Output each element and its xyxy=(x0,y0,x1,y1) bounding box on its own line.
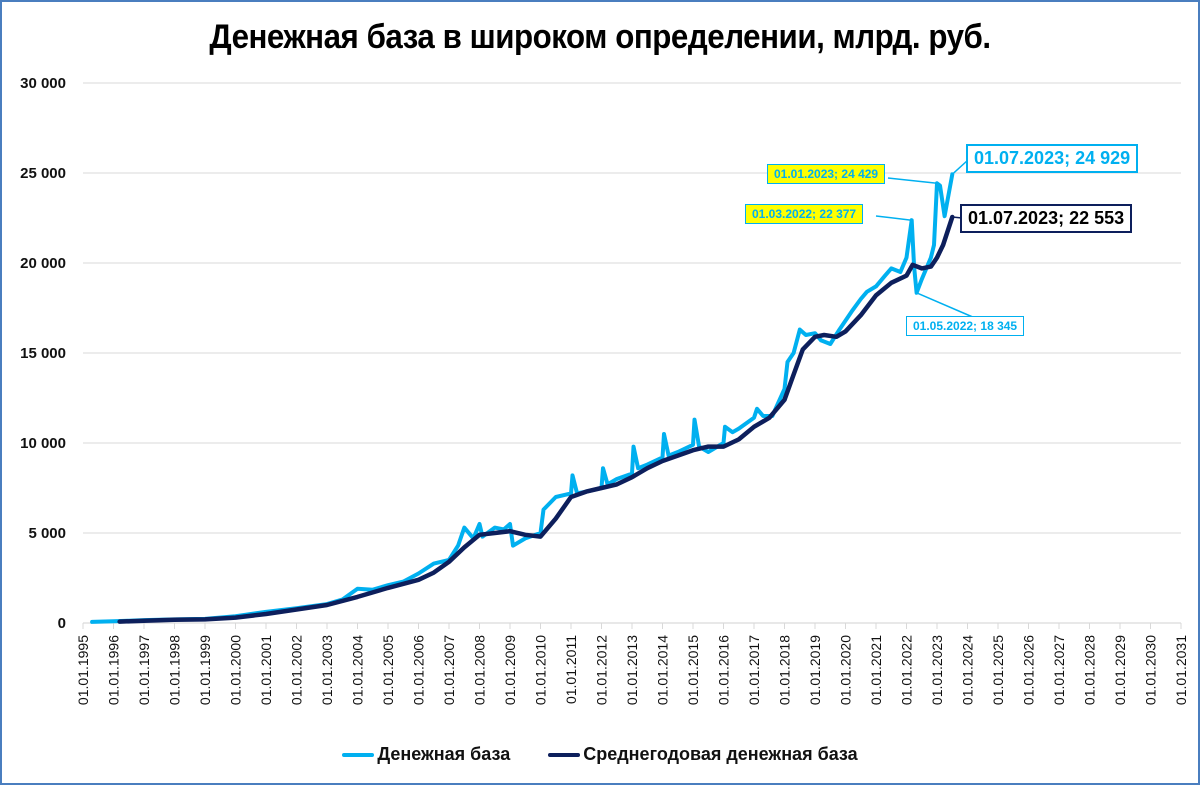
x-tick-label: 01.01.2012 xyxy=(594,635,610,705)
legend-swatch-base xyxy=(342,752,375,757)
x-tick-label: 01.01.1997 xyxy=(136,635,152,705)
x-tick-label: 01.01.2025 xyxy=(990,635,1006,705)
legend-item-base: Денежная база xyxy=(342,744,510,765)
x-tick-label: 01.01.2005 xyxy=(380,635,396,705)
x-tick-label: 01.01.2030 xyxy=(1143,635,1159,705)
x-tick-label: 01.01.2019 xyxy=(807,635,823,705)
x-tick-label: 01.01.2006 xyxy=(411,635,427,705)
y-tick-label: 5 000 xyxy=(28,525,66,542)
y-tick-label: 25 000 xyxy=(20,165,66,182)
x-tick-label: 01.01.2031 xyxy=(1173,635,1189,705)
x-tick-label: 01.01.2017 xyxy=(746,635,762,705)
y-tick-label: 0 xyxy=(58,615,66,632)
callout-leader-line xyxy=(875,215,912,221)
x-tick-label: 01.01.2011 xyxy=(563,635,579,704)
x-tick-label: 01.01.2007 xyxy=(441,635,457,705)
callout-2023-07-avg: 01.07.2023; 22 553 xyxy=(960,204,1133,233)
callout-leader-line xyxy=(951,159,969,175)
chart-title: Денежная база в широком определении, млр… xyxy=(209,18,991,56)
y-tick-label: 15 000 xyxy=(20,345,66,362)
x-tick-label: 01.01.2016 xyxy=(716,635,732,705)
callout-2023-01: 01.01.2023; 24 429 xyxy=(767,164,886,184)
x-tick-label: 01.01.2008 xyxy=(472,635,488,705)
x-tick-label: 01.01.2028 xyxy=(1082,635,1098,705)
chart-legend: Денежная база Среднегодовая денежная баз… xyxy=(0,744,1200,765)
y-tick-label: 30 000 xyxy=(20,75,66,92)
x-tick-label: 01.01.1999 xyxy=(197,635,213,705)
legend-label-average: Среднегодовая денежная база xyxy=(583,744,858,764)
y-tick-label: 10 000 xyxy=(20,435,66,452)
x-tick-label: 01.01.2023 xyxy=(929,635,945,705)
x-tick-label: 01.01.2004 xyxy=(350,635,366,705)
x-tick-label: 01.01.2026 xyxy=(1021,635,1037,705)
x-tick-label: 01.01.2014 xyxy=(655,635,671,705)
legend-swatch-average xyxy=(548,752,581,757)
x-tick-label: 01.01.1996 xyxy=(106,635,122,705)
x-tick-label: 01.01.2015 xyxy=(685,635,701,705)
x-tick-label: 01.01.2018 xyxy=(777,635,793,705)
x-tick-label: 01.01.2001 xyxy=(258,635,274,705)
x-tick-label: 01.01.2024 xyxy=(960,635,976,705)
x-tick-label: 01.01.2002 xyxy=(289,635,305,705)
x-tick-label: 01.01.1995 xyxy=(75,635,91,705)
x-tick-label: 01.01.2000 xyxy=(228,635,244,705)
callout-2022-05: 01.05.2022; 18 345 xyxy=(906,316,1025,336)
x-tick-label: 01.01.2009 xyxy=(502,635,518,705)
x-tick-label: 01.01.2013 xyxy=(624,635,640,705)
callout-leader-line xyxy=(887,177,938,185)
x-tick-label: 01.01.2020 xyxy=(838,635,854,705)
legend-label-base: Денежная база xyxy=(377,744,511,764)
x-tick-label: 01.01.2029 xyxy=(1112,635,1128,705)
callout-2022-03: 01.03.2022; 22 377 xyxy=(745,204,864,224)
x-tick-label: 01.01.2022 xyxy=(899,635,915,705)
series-line-average xyxy=(117,214,955,624)
x-tick-label: 01.01.2010 xyxy=(533,635,549,705)
y-tick-label: 20 000 xyxy=(20,255,66,272)
x-tick-label: 01.01.1998 xyxy=(167,635,183,705)
x-tick-label: 01.01.2003 xyxy=(319,635,335,705)
legend-item-average: Среднегодовая денежная база xyxy=(548,744,858,765)
x-tick-label: 01.01.2021 xyxy=(868,635,884,705)
x-tick-label: 01.01.2027 xyxy=(1051,635,1067,705)
callout-leader-line xyxy=(916,292,976,319)
callout-2023-07-base: 01.07.2023; 24 929 xyxy=(966,144,1139,173)
series-line-base xyxy=(90,172,955,624)
